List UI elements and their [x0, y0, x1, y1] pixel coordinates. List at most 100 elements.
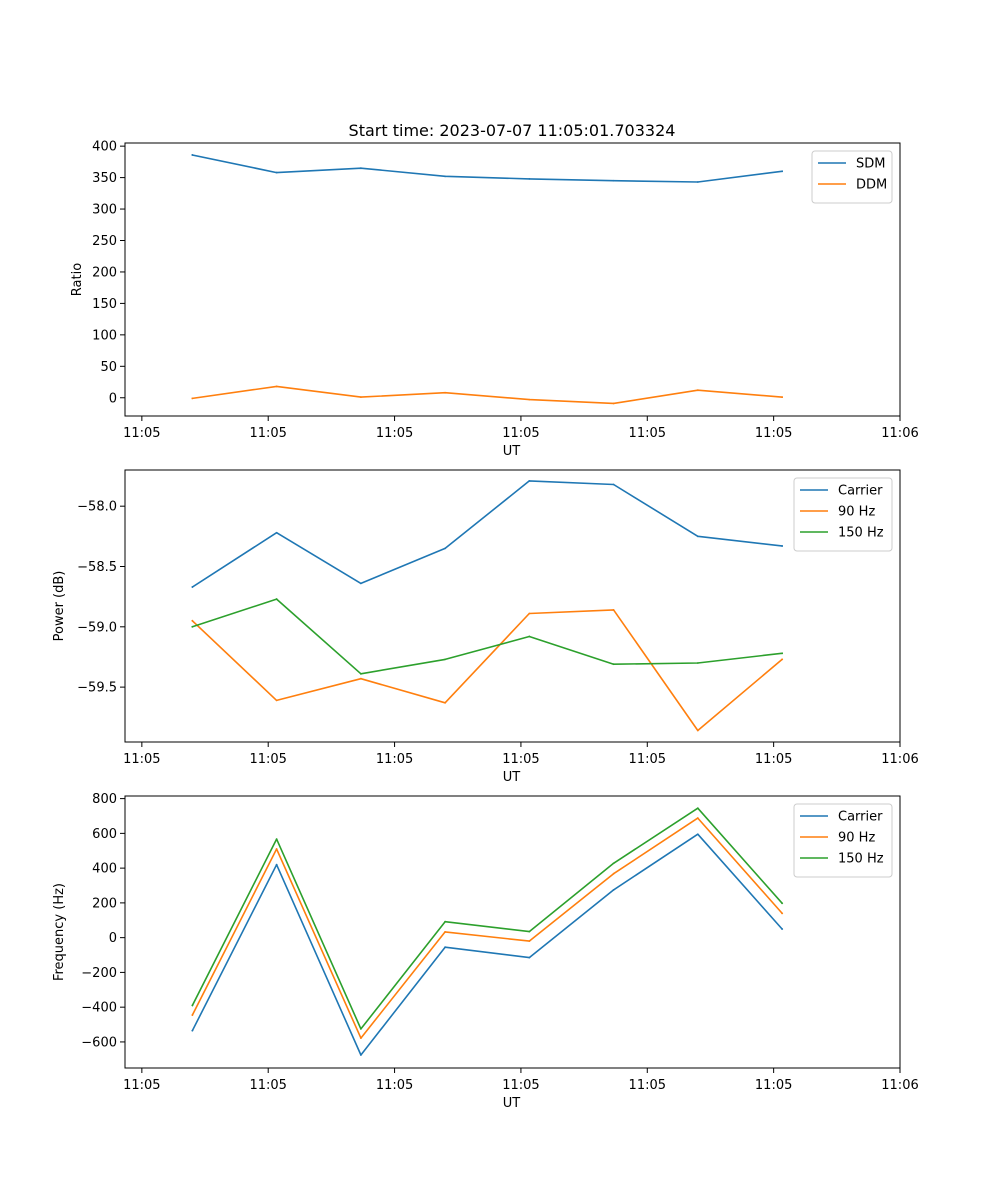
data-point-carrier — [528, 956, 531, 959]
data-point-150-hz — [612, 862, 615, 865]
y-tick-label: −200 — [81, 966, 117, 981]
data-point-sdm — [444, 175, 447, 178]
data-point-150-hz — [528, 930, 531, 933]
y-axis-label: Power (dB) — [52, 571, 67, 642]
y-axis-label: Frequency (Hz) — [52, 883, 67, 981]
data-point-90-hz — [191, 619, 194, 622]
data-point-90-hz — [275, 699, 278, 702]
data-point-90-hz — [191, 1014, 194, 1016]
data-point-sdm — [359, 167, 362, 170]
data-point-carrier — [696, 535, 699, 538]
series-line-sdm — [191, 154, 783, 183]
data-point-90-hz — [696, 817, 699, 819]
y-tick-label: 400 — [92, 140, 117, 155]
data-point-ddm — [359, 396, 362, 399]
y-tick-label: −59.5 — [77, 681, 117, 696]
data-point-90-hz — [781, 658, 783, 661]
legend-entry-sdm: SDM — [856, 157, 885, 172]
chart-panel-1: 11:05 11:05 11:05 11:05 11:05 11:05 11:06 0 50 10… — [70, 140, 919, 459]
x-tick-label: 11:05 — [629, 752, 666, 767]
data-point-150-hz — [191, 625, 194, 628]
data-point-90-hz — [612, 872, 615, 875]
data-point-150-hz — [696, 807, 699, 810]
x-tick-label: 11:05 — [629, 1078, 666, 1093]
x-tick-label: 11:06 — [881, 1078, 918, 1093]
x-tick-label: 11:05 — [755, 752, 792, 767]
data-point-150-hz — [781, 902, 783, 905]
x-axis-label: UT — [503, 770, 521, 785]
data-point-carrier — [191, 586, 194, 588]
data-point-90-hz — [359, 677, 362, 680]
data-point-carrier — [359, 582, 362, 585]
y-tick-label: 250 — [92, 234, 117, 249]
x-tick-label: 11:05 — [249, 752, 286, 767]
data-point-ddm — [781, 396, 783, 399]
plot-frame — [124, 142, 901, 417]
data-point-150-hz — [275, 598, 278, 600]
data-point-ddm — [612, 402, 615, 405]
data-point-carrier — [275, 531, 278, 534]
y-tick-label: 100 — [92, 328, 117, 343]
legend-entry-carrier: Carrier — [838, 484, 883, 499]
data-point-90-hz — [444, 931, 447, 933]
legend-entry-90-hz: 90 Hz — [838, 831, 875, 846]
chart-panel-3: 11:05 11:05 11:05 11:05 11:05 11:05 11:06 −600 −… — [52, 792, 919, 1111]
chart-panel-2: 11:05 11:05 11:05 11:05 11:05 11:05 11:06 −59.5… — [52, 469, 919, 785]
data-point-150-hz — [275, 838, 278, 841]
x-tick-label: 11:05 — [376, 426, 413, 441]
series-line-carrier — [191, 833, 784, 1056]
data-point-sdm — [191, 154, 194, 156]
data-point-sdm — [528, 177, 531, 180]
data-point-90-hz — [444, 701, 447, 704]
series-line-ddm — [191, 385, 783, 405]
data-point-ddm — [444, 391, 447, 394]
panels: 11:05 11:05 11:05 11:05 11:05 11:05 11:06 0 50 10… — [52, 140, 919, 1111]
data-point-carrier — [528, 479, 531, 482]
x-tick-label: 11:05 — [249, 426, 286, 441]
y-tick-label: 300 — [92, 203, 117, 218]
y-tick-label: −59.0 — [77, 620, 117, 635]
series-line-150-hz — [191, 598, 783, 675]
y-tick-label: 150 — [92, 297, 117, 312]
data-point-90-hz — [696, 729, 699, 732]
legend-entry-150-hz: 150 Hz — [838, 526, 884, 541]
x-tick-label: 11:06 — [881, 426, 918, 441]
x-axis-label: UT — [503, 1096, 521, 1111]
data-point-150-hz — [781, 652, 783, 655]
legend-entry-ddm: DDM — [856, 178, 887, 193]
data-point-carrier — [444, 547, 447, 550]
data-point-carrier — [781, 545, 783, 547]
x-tick-label: 11:05 — [502, 752, 539, 767]
legend: SDM DDM — [811, 150, 893, 204]
y-tick-label: 400 — [92, 862, 117, 877]
x-tick-label: 11:05 — [376, 1078, 413, 1093]
data-point-150-hz — [359, 1027, 362, 1030]
x-tick-label: 11:05 — [249, 1078, 286, 1093]
data-point-carrier — [444, 946, 447, 949]
y-tick-label: 600 — [92, 827, 117, 842]
data-point-90-hz — [781, 912, 783, 915]
data-point-150-hz — [696, 662, 699, 664]
data-point-carrier — [781, 928, 783, 930]
data-point-carrier — [696, 833, 699, 836]
data-point-sdm — [275, 171, 278, 174]
data-point-90-hz — [528, 612, 531, 615]
plot-frame — [124, 469, 901, 743]
data-point-carrier — [275, 863, 278, 866]
y-tick-label: 800 — [92, 792, 117, 807]
data-point-ddm — [191, 397, 194, 400]
data-point-carrier — [191, 1029, 194, 1032]
data-point-sdm — [612, 179, 615, 182]
y-tick-label: −58.0 — [77, 500, 117, 515]
x-tick-label: 11:05 — [502, 1078, 539, 1093]
series-line-90-hz — [191, 609, 784, 732]
figure-title: Start time: 2023-07-07 11:05:01.703324 — [349, 121, 676, 140]
x-tick-label: 11:06 — [881, 752, 918, 767]
x-tick-label: 11:05 — [376, 752, 413, 767]
legend-entry-90-hz: 90 Hz — [838, 505, 875, 520]
y-tick-label: −400 — [81, 1001, 117, 1016]
data-point-150-hz — [444, 658, 447, 661]
data-point-90-hz — [359, 1037, 362, 1040]
x-tick-label: 11:05 — [629, 426, 666, 441]
